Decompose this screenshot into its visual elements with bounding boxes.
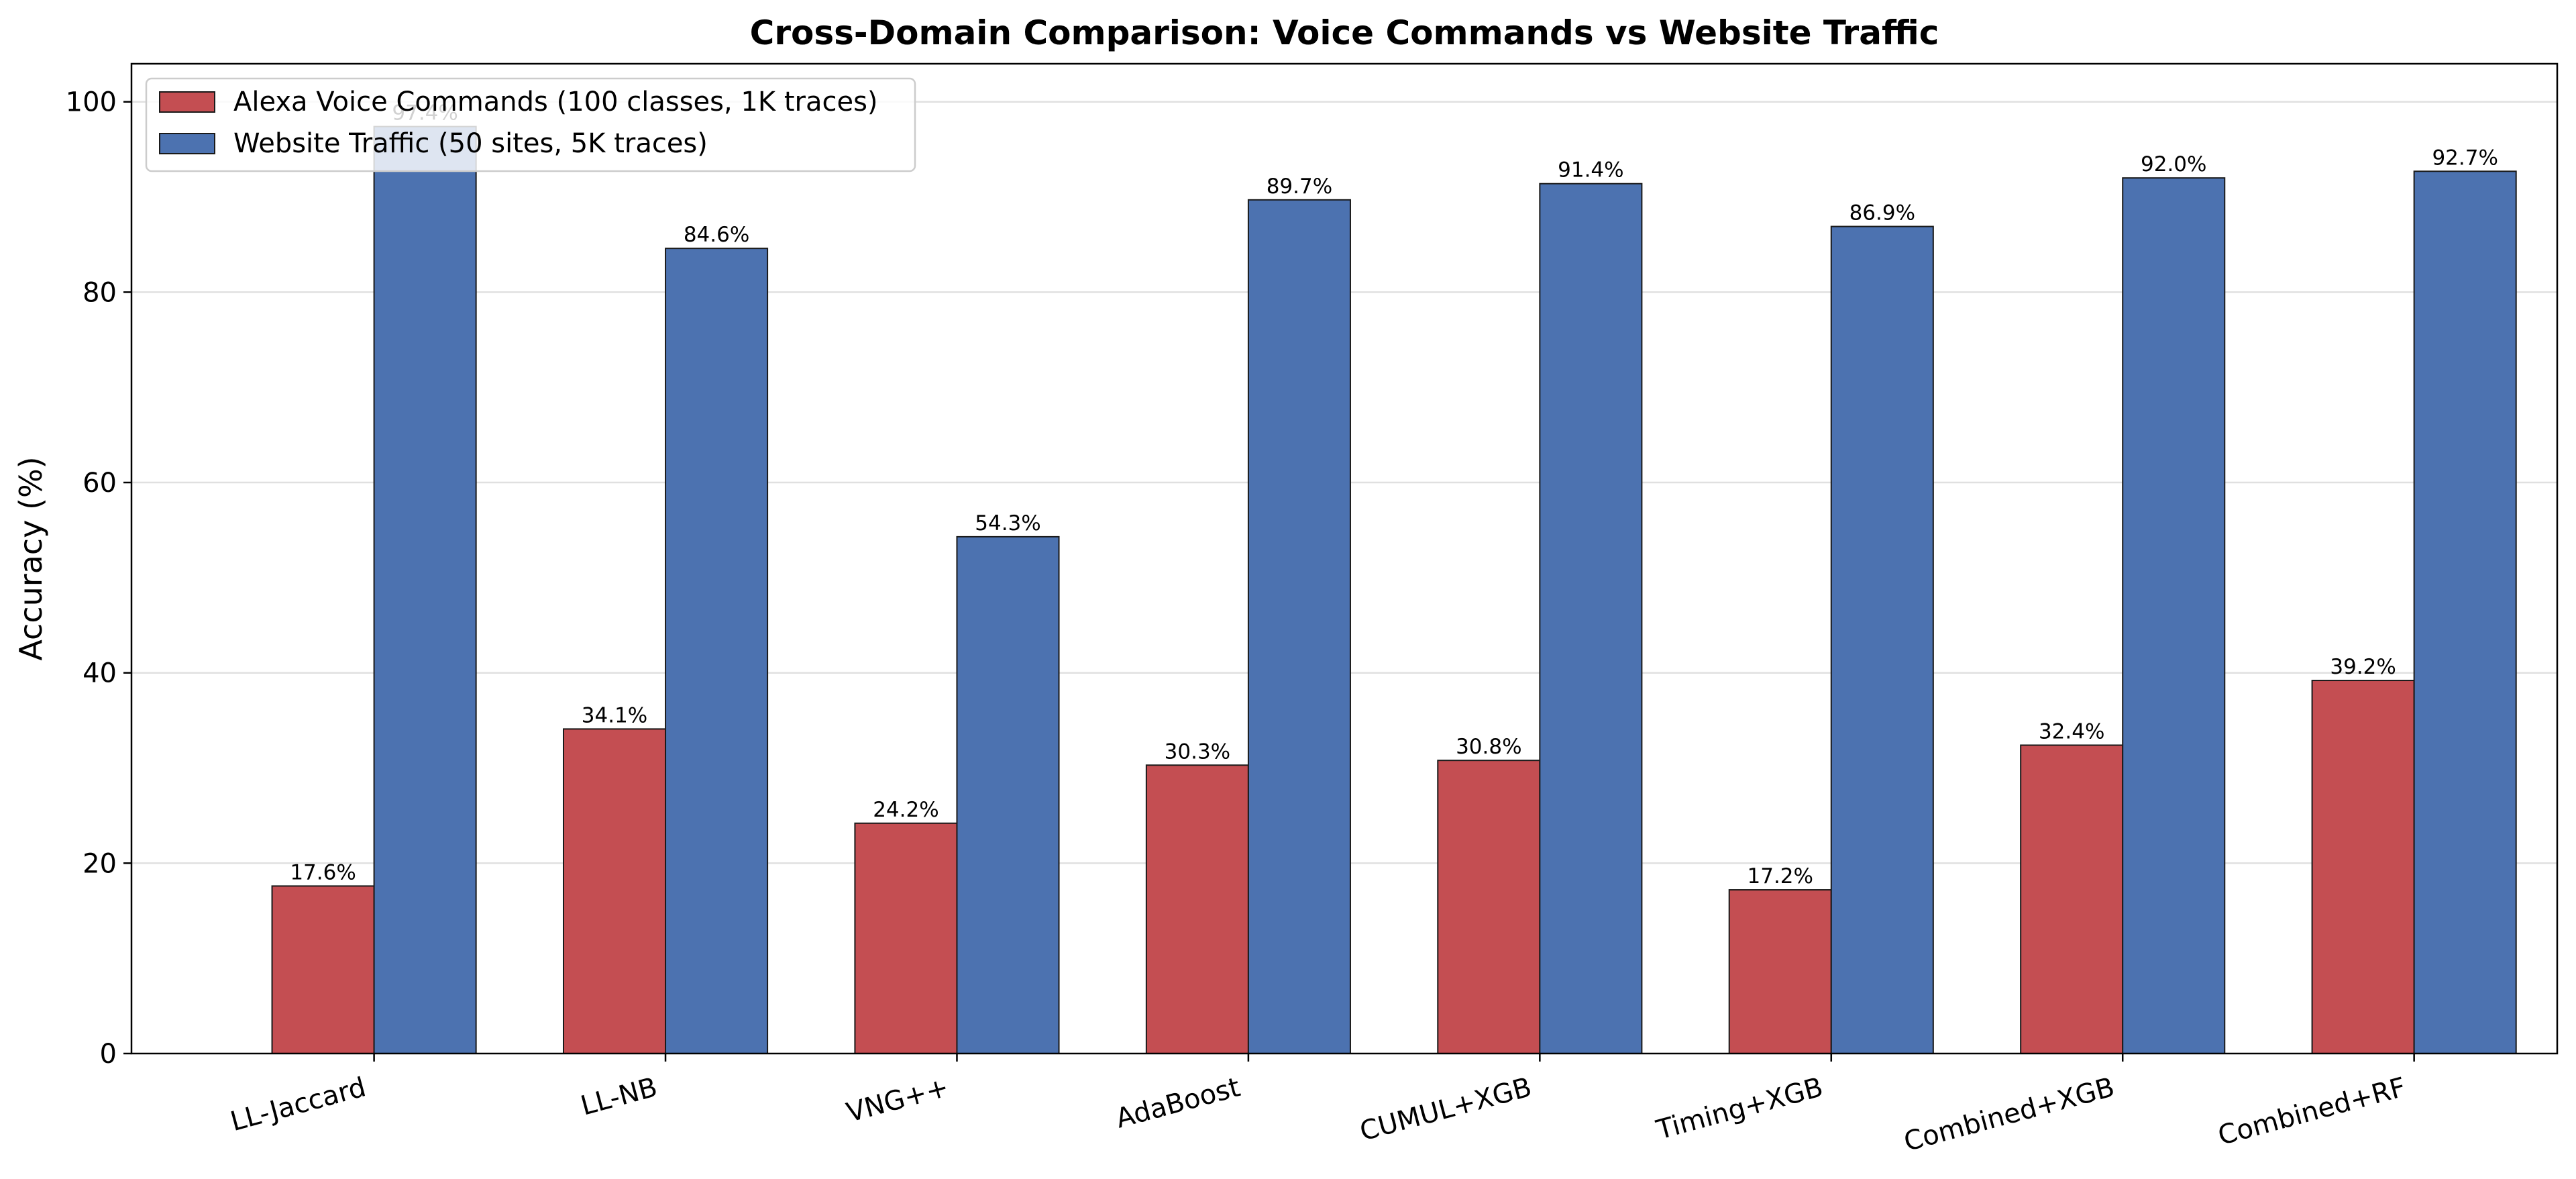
- bar-value-labels: 17.6%97.4%34.1%84.6%24.2%54.3%30.3%89.7%…: [290, 101, 2498, 888]
- legend-label: Alexa Voice Commands (100 classes, 1K tr…: [233, 87, 878, 117]
- bar-value-label: 24.2%: [873, 798, 938, 822]
- bar-voice-4: [1437, 760, 1541, 1055]
- bar-web-1: [665, 248, 769, 1054]
- bar-voice-5: [1728, 889, 1832, 1055]
- bar-web-7: [2413, 170, 2517, 1055]
- y-axis-label: Accuracy (%): [13, 456, 49, 660]
- bar-value-label: 92.0%: [2141, 152, 2206, 176]
- bar-value-label: 54.3%: [975, 511, 1040, 535]
- bar-web-6: [2122, 177, 2226, 1055]
- legend-box: [145, 77, 916, 172]
- plot-frame: [130, 62, 2559, 1055]
- bar-value-label: 92.7%: [2432, 146, 2498, 170]
- y-tick-label: 0: [100, 1039, 117, 1070]
- bar-voice-0: [271, 885, 375, 1055]
- y-tick-label: 60: [83, 468, 117, 499]
- bar-voice-1: [562, 728, 667, 1055]
- bar-value-label: 86.9%: [1849, 201, 1915, 225]
- bar-value-label: 17.2%: [1748, 864, 1813, 888]
- legend-swatch: [159, 133, 215, 154]
- bar-voice-3: [1145, 764, 1249, 1054]
- legend-label: Website Traffic (50 sites, 5K traces): [233, 128, 708, 159]
- legend: Alexa Voice Commands (100 classes, 1K tr…: [145, 77, 916, 172]
- y-tick-label: 20: [83, 848, 117, 879]
- bar-web-4: [1539, 183, 1643, 1055]
- legend-swatch: [159, 91, 215, 113]
- bar-value-label: 34.1%: [582, 703, 647, 727]
- bar-value-label: 91.4%: [1558, 158, 1623, 183]
- bar-value-label: 89.7%: [1267, 174, 1332, 199]
- bar-voice-7: [2311, 680, 2415, 1054]
- bar-value-label: 84.6%: [684, 223, 749, 247]
- bar-voice-2: [854, 822, 958, 1054]
- bar-web-3: [1247, 199, 1351, 1054]
- bars: [271, 125, 2517, 1055]
- bar-value-label: 30.3%: [1165, 739, 1230, 764]
- bar-web-2: [956, 535, 1060, 1054]
- bar-voice-6: [2020, 744, 2124, 1054]
- bar-value-label: 30.8%: [1456, 735, 1521, 759]
- y-tick-label: 40: [83, 658, 117, 689]
- bar-value-label: 17.6%: [290, 860, 356, 884]
- y-axis: 0 20 40 60 80 100: [66, 87, 131, 1070]
- bar-web-0: [373, 125, 477, 1055]
- bar-web-5: [1830, 225, 1934, 1054]
- y-tick-label: 100: [66, 87, 117, 118]
- chart-title: Cross-Domain Comparison: Voice Commands …: [750, 13, 1939, 52]
- y-tick-label: 80: [83, 277, 117, 308]
- bar-value-label: 32.4%: [2039, 719, 2104, 744]
- bar-value-label: 39.2%: [2330, 655, 2396, 679]
